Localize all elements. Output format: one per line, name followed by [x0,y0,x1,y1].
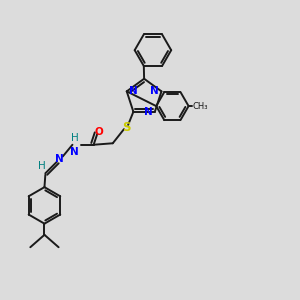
Text: N: N [150,86,159,96]
Text: CH₃: CH₃ [192,102,208,111]
Text: N: N [70,146,78,157]
Text: N: N [129,86,138,96]
Text: H: H [38,161,45,171]
Text: N: N [144,107,152,117]
Text: H: H [70,133,78,143]
Text: O: O [94,128,103,137]
Text: N: N [55,154,64,164]
Text: S: S [122,121,130,134]
